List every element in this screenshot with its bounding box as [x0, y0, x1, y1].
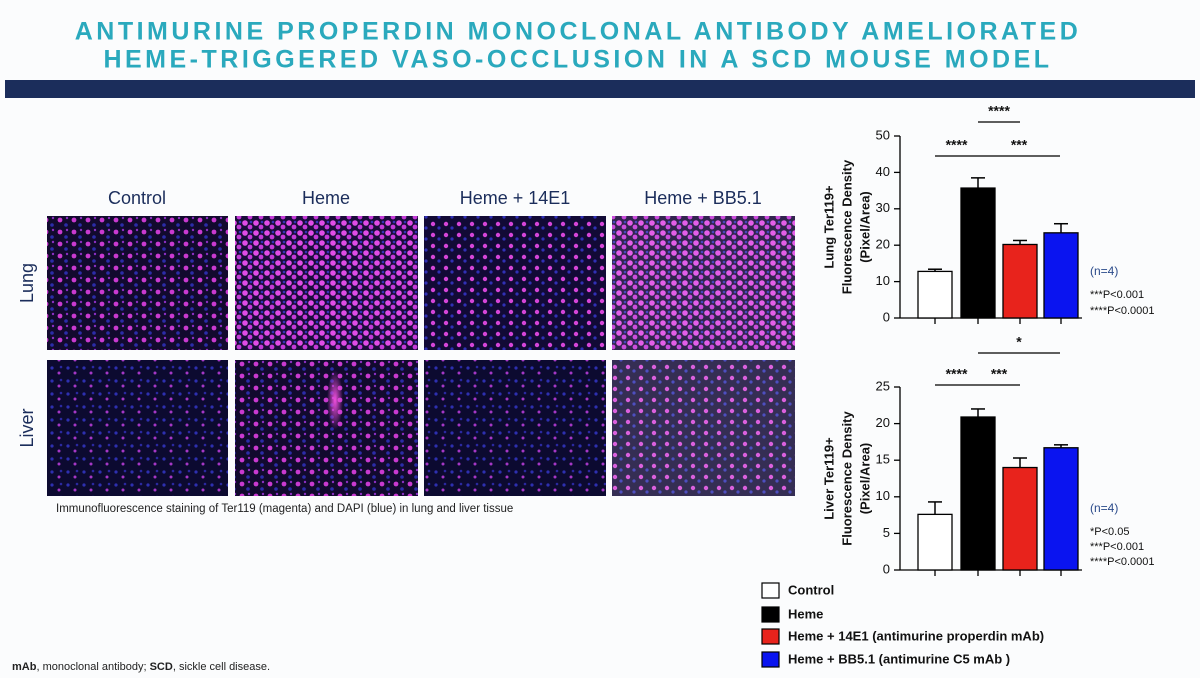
- legend-swatch: [761, 628, 780, 645]
- caption: Immunofluorescence staining of Ter119 (m…: [56, 503, 513, 515]
- bar: [1002, 466, 1038, 571]
- micrograph: [612, 216, 795, 350]
- y-tick-label: 0: [883, 561, 890, 576]
- y-axis-label: Liver Ter119+: [821, 437, 836, 520]
- legend-label: Heme: [788, 606, 823, 621]
- image-panel: [47, 216, 795, 496]
- y-tick-label: 10: [876, 273, 890, 288]
- footnote: mAb, monoclonal antibody; SCD, sickle ce…: [12, 661, 270, 673]
- header-bar: [5, 80, 1195, 98]
- y-tick-label: 30: [876, 200, 890, 215]
- micrograph: [47, 360, 228, 496]
- micrograph: [235, 360, 418, 496]
- y-tick-label: 40: [876, 164, 890, 179]
- bar: [917, 513, 953, 571]
- note: ***P<0.001: [1090, 289, 1144, 301]
- significance-label: ****: [988, 103, 1010, 119]
- title-line: ANTIMURINE PROPERDIN MONOCLONAL ANTIBODY…: [75, 18, 1082, 46]
- column-label: Heme + 14E1: [460, 188, 571, 208]
- footnote-part: SCD: [150, 661, 173, 673]
- note: (n=4): [1090, 501, 1118, 515]
- footnote-part: , sickle cell disease.: [173, 661, 270, 673]
- y-axis-label: Fluorescence Density: [839, 411, 854, 546]
- significance-label: ***: [1011, 137, 1028, 153]
- micrograph: [47, 216, 228, 350]
- bar: [917, 270, 953, 319]
- bar: [1002, 243, 1038, 319]
- legend-swatch: [761, 651, 780, 668]
- legend-label: Heme + BB5.1 (antimurine C5 mAb ): [788, 651, 1010, 666]
- note: (n=4): [1090, 264, 1118, 278]
- legend-label: Control: [788, 582, 834, 597]
- row-label: Lung: [17, 263, 37, 303]
- legend-swatch: [761, 582, 780, 599]
- y-tick-label: 20: [876, 237, 890, 252]
- legend-swatch: [761, 606, 780, 623]
- legend-label: Heme + 14E1 (antimurine properdin mAb): [788, 628, 1044, 643]
- y-tick-label: 50: [876, 127, 890, 142]
- micrograph: [235, 216, 418, 350]
- y-tick-label: 20: [876, 415, 890, 430]
- y-axis-label: Lung Ter119+: [821, 185, 836, 269]
- y-tick-label: 10: [876, 488, 890, 503]
- y-axis-label: (Pixel/Area): [857, 191, 872, 263]
- bar: [1043, 232, 1079, 319]
- y-axis-label: Fluorescence Density: [839, 159, 854, 294]
- column-label: Heme: [302, 188, 350, 208]
- column-label: Control: [108, 188, 166, 208]
- footnote-part: , monoclonal antibody;: [36, 661, 149, 673]
- note: ****P<0.0001: [1090, 556, 1155, 568]
- y-axis-label: (Pixel/Area): [857, 443, 872, 515]
- title-line: HEME-TRIGGERED VASO-OCCLUSION IN A SCD M…: [103, 46, 1052, 74]
- y-tick-label: 0: [883, 309, 890, 324]
- significance-label: ****: [946, 366, 968, 382]
- y-tick-label: 15: [876, 452, 890, 467]
- y-tick-label: 5: [883, 525, 890, 540]
- significance-label: ****: [946, 137, 968, 153]
- bar: [960, 187, 996, 319]
- row-label: Liver: [17, 408, 37, 447]
- column-label: Heme + BB5.1: [644, 188, 762, 208]
- significance-label: *: [1016, 334, 1022, 350]
- note: ****P<0.0001: [1090, 305, 1155, 317]
- note: *P<0.05: [1090, 526, 1129, 538]
- micrograph: [424, 216, 606, 350]
- bar: [1043, 447, 1079, 571]
- footnote-part: mAb: [12, 661, 37, 673]
- y-tick-label: 25: [876, 378, 890, 393]
- micrograph: [612, 360, 795, 496]
- bar: [960, 416, 996, 571]
- vessel: [327, 370, 343, 430]
- micrograph: [424, 360, 606, 496]
- significance-label: ***: [991, 366, 1008, 382]
- note: ***P<0.001: [1090, 541, 1144, 553]
